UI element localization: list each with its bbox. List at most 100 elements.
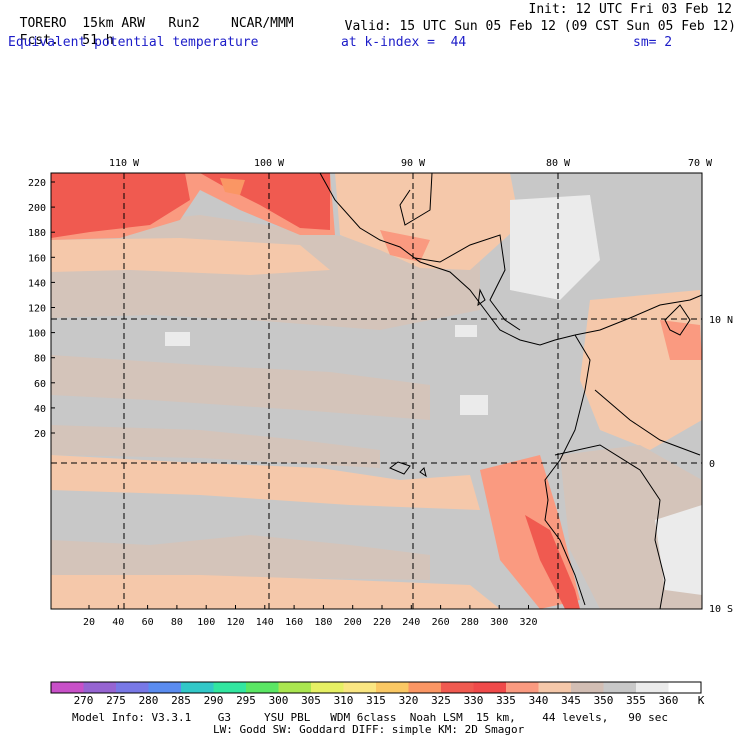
colorbar-swatch — [343, 682, 377, 693]
colorbar-label: 355 — [626, 694, 646, 707]
y-tick-label: 80 — [34, 354, 46, 365]
x-tick-label: 320 — [519, 617, 537, 628]
x-tick-label: 100 — [197, 617, 215, 628]
coast-yucatan — [399, 172, 433, 226]
colorbar-label: 325 — [431, 694, 451, 707]
colorbar-label: 360 — [658, 694, 679, 707]
lon-label-110w: 110 W — [109, 158, 140, 169]
field-hotspot — [220, 178, 245, 195]
field-peach-eq — [51, 455, 480, 510]
field-peach-south — [51, 575, 500, 609]
colorbar-swatch — [83, 682, 117, 693]
coast-west-sa — [544, 334, 591, 606]
field-amazon-dry — [655, 505, 702, 595]
coast-galapagos — [389, 461, 427, 478]
graticule — [51, 173, 702, 609]
x-tick-label: 80 — [171, 617, 183, 628]
field-band-south — [51, 535, 430, 582]
x-tick-label: 260 — [432, 617, 450, 628]
x-axis-ticks: 20 40 60 80 100 120 140 160 180 200 220 240 260 280 30… — [83, 605, 538, 628]
smoothing-label: sm= 2 — [633, 35, 673, 50]
colorbar-label: 305 — [301, 694, 321, 707]
x-tick-label: 40 — [112, 617, 124, 628]
colorbar-label: 315 — [366, 694, 386, 707]
colorbar-swatch — [51, 682, 84, 693]
colorbar-swatch — [636, 682, 669, 693]
colorbar-swatch — [603, 682, 637, 693]
colorbar-label: 285 — [171, 694, 191, 707]
plot-frame — [50, 172, 703, 610]
x-tick-label: 20 — [83, 617, 95, 628]
colorbar — [50, 681, 702, 694]
colorbar-label: 330 — [463, 694, 484, 707]
colorbar-swatch — [668, 682, 702, 693]
lat-label-10s: 10 S — [709, 604, 733, 615]
model-info-line2: LW: Godd SW: Goddard DIFF: simple KM: 2D… — [213, 723, 525, 736]
colorbar-label: 335 — [496, 694, 516, 707]
coastlines — [319, 172, 703, 610]
theta-e-field — [51, 173, 702, 609]
colorbar-label: 310 — [333, 694, 354, 707]
border-ecuador-peru — [554, 444, 666, 610]
field-band-eq — [51, 425, 380, 468]
model-resolution: 15km ARW — [82, 16, 145, 31]
field-caribbean-dry — [510, 195, 600, 300]
colorbar-swatch — [571, 682, 604, 693]
field-patch-3 — [460, 395, 488, 415]
lon-label-90w: 90 W — [401, 158, 426, 169]
coast-caribbean-ca — [414, 234, 521, 331]
y-tick-label: 60 — [34, 379, 46, 390]
border-colombia-brazil — [594, 389, 701, 456]
fcst-label: Fcst. — [19, 33, 59, 48]
coast-island — [477, 288, 486, 307]
field-band-mid — [51, 355, 430, 420]
model-title: TORERO 15km ARW Run2 NCAR/MMM — [4, 3, 294, 31]
model-run: Run2 — [168, 16, 200, 31]
forecast-hour: Fcst. 51 h — [4, 20, 114, 48]
coast-north-sa — [574, 294, 703, 336]
y-tick-label: 100 — [28, 329, 46, 340]
lon-labels: 110 W 100 W 90 W 80 W 70 W — [109, 158, 713, 169]
colorbar-swatch — [376, 682, 409, 693]
x-tick-label: 120 — [226, 617, 244, 628]
colorbar-swatch — [538, 682, 572, 693]
colorbar-swatch — [246, 682, 279, 693]
y-axis-ticks: 220 200 180 160 140 120 100 80 60 40 20 — [28, 178, 55, 440]
lat-labels: 10 N 0 10 S — [709, 315, 733, 615]
x-tick-label: 240 — [402, 617, 420, 628]
field-hot-nw — [51, 173, 190, 238]
field-name: Equivalent potential temperature — [8, 35, 259, 50]
colorbar-label: 270 — [73, 694, 94, 707]
lat-label-10n: 10 N — [709, 315, 733, 326]
colorbar-label: 345 — [561, 694, 581, 707]
colorbar-label: 340 — [528, 694, 549, 707]
init-time: Init: 12 UTC Fri 03 Feb 12 — [528, 2, 733, 17]
lon-label-100w: 100 W — [254, 158, 285, 169]
x-tick-label: 160 — [285, 617, 303, 628]
colorbar-label: 280 — [138, 694, 159, 707]
model-info-line1: Model Info: V3.3.1 G3 YSU PBL WDM 6class… — [72, 711, 669, 724]
field-peach-north — [51, 238, 330, 275]
model-org: NCAR/MMM — [231, 16, 294, 31]
colorbar-label: 350 — [593, 694, 614, 707]
coast-pacific-ca — [319, 172, 576, 346]
y-tick-label: 140 — [28, 278, 46, 289]
x-tick-label: 300 — [490, 617, 508, 628]
x-tick-label: 220 — [373, 617, 391, 628]
colorbar-swatch — [473, 682, 507, 693]
colorbar-swatch — [148, 682, 182, 693]
lat-label-eq: 0 — [709, 459, 715, 470]
y-tick-label: 20 — [34, 429, 46, 440]
x-tick-label: 200 — [344, 617, 362, 628]
colorbar-label: 290 — [203, 694, 224, 707]
model-name: TORERO — [19, 16, 67, 31]
lon-label-70w: 70 W — [688, 158, 713, 169]
field-central-america — [335, 173, 520, 270]
colorbar-unit: K — [697, 694, 705, 707]
colorbar-swatch — [116, 682, 149, 693]
x-tick-label: 140 — [256, 617, 274, 628]
y-tick-label: 120 — [28, 304, 46, 315]
colorbar-swatch — [408, 682, 442, 693]
valid-time: Valid: 15 UTC Sun 05 Feb 12 (09 CST Sun … — [344, 19, 736, 34]
